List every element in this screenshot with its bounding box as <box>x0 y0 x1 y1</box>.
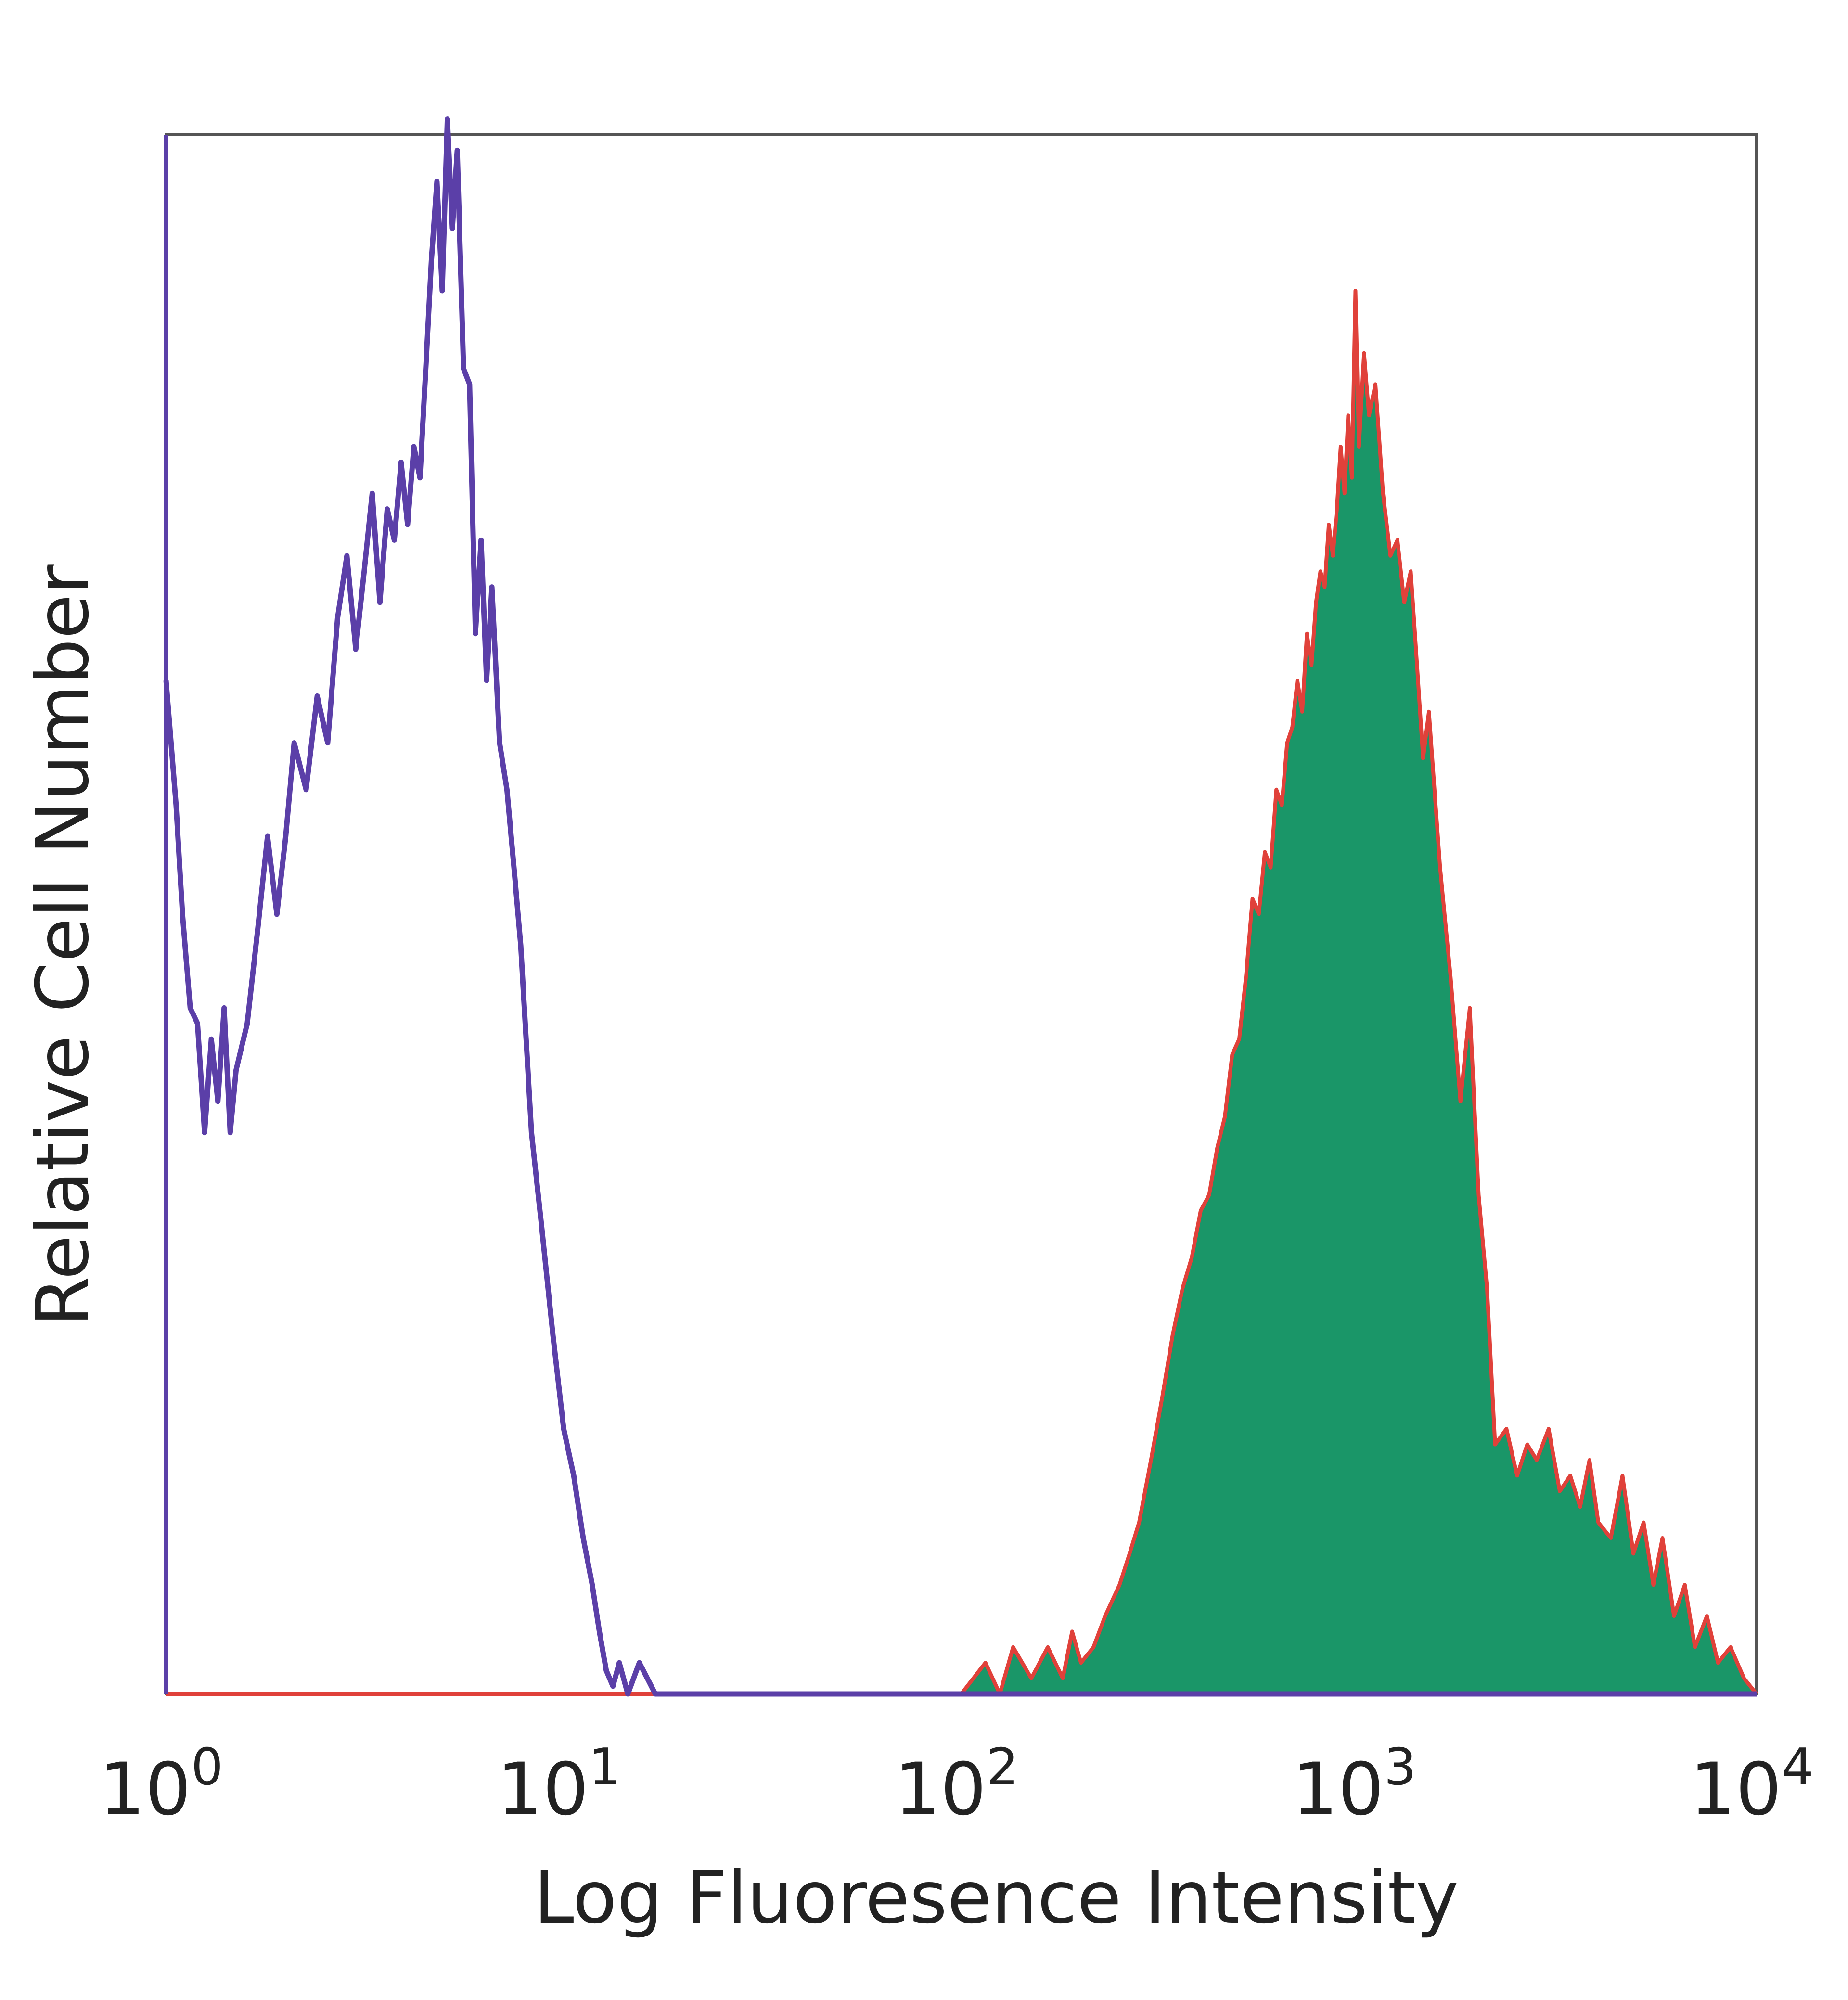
isotype-control-outline <box>163 116 1757 1697</box>
x-tick-label: 104 <box>1690 1738 1814 1832</box>
x-axis-ticks: 100 101 102 103 104 <box>99 1738 1814 1832</box>
stained-sample-fill <box>166 291 1757 1694</box>
y-axis-title: Relative Cell Number <box>21 564 105 1327</box>
stained-sample-outline <box>166 289 1758 1696</box>
plot-frame <box>165 133 1758 1695</box>
x-tick-label: 103 <box>1292 1738 1416 1832</box>
plot-area <box>163 116 1758 1697</box>
x-axis-title: Log Fluoresence Intensity <box>534 1856 1459 1940</box>
x-tick-label: 100 <box>99 1738 223 1832</box>
x-tick-label: 101 <box>497 1738 621 1832</box>
x-tick-label: 102 <box>895 1738 1019 1832</box>
